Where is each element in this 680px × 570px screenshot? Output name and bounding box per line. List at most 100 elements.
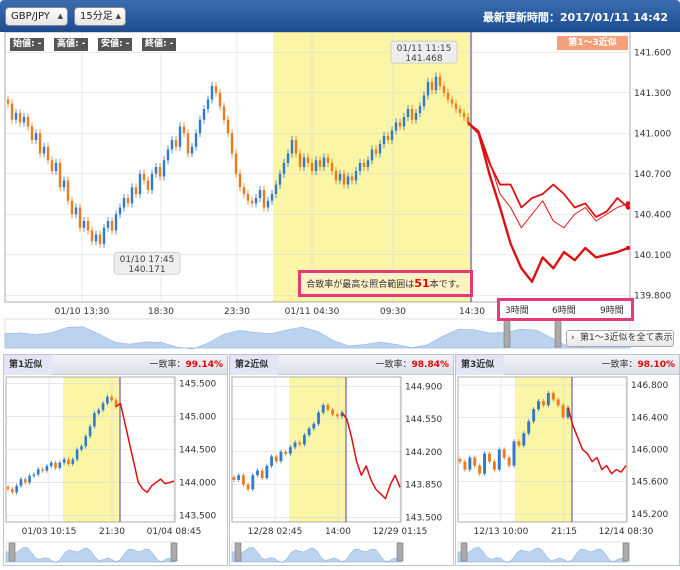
approx-panel-title: 第3近似 xyxy=(456,355,504,375)
y-tick-label: 143.850 xyxy=(405,481,442,491)
candle xyxy=(198,119,202,134)
approx-panel-header: 第2近似 一致率：98.84% xyxy=(230,355,453,375)
y-tick-label: 141.300 xyxy=(634,89,671,99)
high-price: 高値: - xyxy=(54,38,89,51)
candle xyxy=(114,400,118,407)
y-tick-label: 146.800 xyxy=(631,381,668,391)
candle xyxy=(426,81,430,96)
overview-area xyxy=(5,547,176,563)
toolbar: GBP/JPY▲▼ 15分足▲▼ 最新更新時間：2017/01/11 14:42 xyxy=(0,0,680,37)
candle xyxy=(317,412,320,424)
candle xyxy=(15,485,18,493)
candle xyxy=(70,200,74,215)
candle xyxy=(314,160,318,172)
range-handle[interactable] xyxy=(460,542,468,562)
approx-panel-1: 第1近似 一致率：99.14% 143.500 144.000 144.500 145… xyxy=(3,354,228,566)
match-rate-value: 98.84% xyxy=(411,360,450,370)
candle xyxy=(307,428,311,435)
low-price: 安値: - xyxy=(98,38,133,51)
candle xyxy=(66,180,70,201)
match-range-notice: 合致率が最高な照合範囲は51本です。 xyxy=(298,270,473,297)
candle xyxy=(398,122,402,127)
candle xyxy=(36,469,40,475)
range-handle[interactable] xyxy=(554,319,562,348)
hours-9: 9時間 xyxy=(600,306,624,316)
approx-panel-title: 第2近似 xyxy=(230,355,278,375)
approximation-badge: 第1〜3近似 xyxy=(557,36,628,50)
y-tick-label: 143.500 xyxy=(405,513,442,523)
candle xyxy=(340,412,344,417)
candle xyxy=(28,475,31,483)
currency-pair-value: GBP/JPY xyxy=(11,11,50,22)
range-handle[interactable] xyxy=(396,542,404,562)
candle xyxy=(62,180,66,188)
x-tick-label: 21:15 xyxy=(551,527,577,537)
x-tick-label: 09:30 xyxy=(380,307,406,317)
range-handle[interactable] xyxy=(622,542,630,562)
candle xyxy=(274,184,278,194)
x-tick-label: 18:30 xyxy=(148,307,174,317)
approx-panel-2: 第2近似 一致率：98.84% 143.500 143.850 144.200 144… xyxy=(229,354,454,566)
candle xyxy=(527,421,531,434)
candle xyxy=(265,465,269,479)
show-all-approximations-button[interactable]: › 第1〜3近似を全て表示 xyxy=(566,330,674,347)
candle xyxy=(166,149,170,161)
currency-pair-select[interactable]: GBP/JPY▲▼ xyxy=(5,7,68,37)
y-tick-label: 144.550 xyxy=(405,415,442,425)
range-handle[interactable] xyxy=(170,542,178,562)
candle xyxy=(260,470,264,479)
candle xyxy=(93,413,96,427)
candle xyxy=(90,230,94,242)
candle xyxy=(186,133,190,154)
candle xyxy=(206,99,210,109)
hours-6: 6時間 xyxy=(552,306,576,316)
candle xyxy=(19,479,23,486)
candle xyxy=(507,457,511,466)
range-handle[interactable] xyxy=(234,542,242,562)
candle xyxy=(502,449,506,458)
candle xyxy=(284,451,288,454)
candle xyxy=(366,160,370,167)
candle xyxy=(6,99,10,104)
y-tick-label: 139.800 xyxy=(634,291,671,301)
candle xyxy=(497,449,501,470)
candle xyxy=(94,234,98,242)
match-rate-label: 一致率： xyxy=(375,360,412,370)
notice-text-after: 本です。 xyxy=(429,280,465,290)
candle xyxy=(67,459,70,464)
candle xyxy=(551,393,555,400)
candle xyxy=(402,117,406,127)
candle xyxy=(326,405,330,410)
candle xyxy=(11,489,14,493)
candle xyxy=(378,144,382,154)
x-tick-label: 01/11 04:30 xyxy=(285,307,340,317)
candle xyxy=(230,133,234,154)
candle xyxy=(468,457,472,470)
forecast-end-marker xyxy=(625,245,631,251)
candle xyxy=(222,106,226,120)
candle xyxy=(26,117,30,127)
approx-chart: 145.200 145.600 146.000 146.400 146.800 12/13… xyxy=(457,376,668,563)
candle xyxy=(370,149,374,161)
candle xyxy=(342,173,346,185)
x-tick-label: 21:30 xyxy=(99,527,125,537)
interval-value: 15分足 xyxy=(80,11,113,22)
range-handle[interactable] xyxy=(8,542,16,562)
candle xyxy=(62,459,66,463)
candle xyxy=(473,457,477,466)
candle xyxy=(302,157,306,167)
open-price: 始値: - xyxy=(10,38,45,51)
range-handle[interactable] xyxy=(503,319,511,348)
match-range-zone xyxy=(273,32,471,302)
y-tick-label: 145.000 xyxy=(179,413,216,423)
candle xyxy=(97,409,101,414)
candle xyxy=(256,470,259,476)
candle xyxy=(290,140,294,154)
candle xyxy=(266,200,270,208)
overview-area xyxy=(4,326,631,350)
candle xyxy=(118,207,122,215)
last-updated-label: 最新更新時間： xyxy=(482,11,560,24)
candle xyxy=(75,449,79,460)
interval-select[interactable]: 15分足▲▼ xyxy=(74,7,126,37)
candle xyxy=(298,442,302,445)
